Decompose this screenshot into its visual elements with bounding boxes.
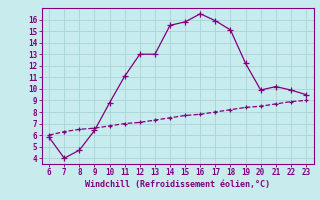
X-axis label: Windchill (Refroidissement éolien,°C): Windchill (Refroidissement éolien,°C)	[85, 180, 270, 189]
